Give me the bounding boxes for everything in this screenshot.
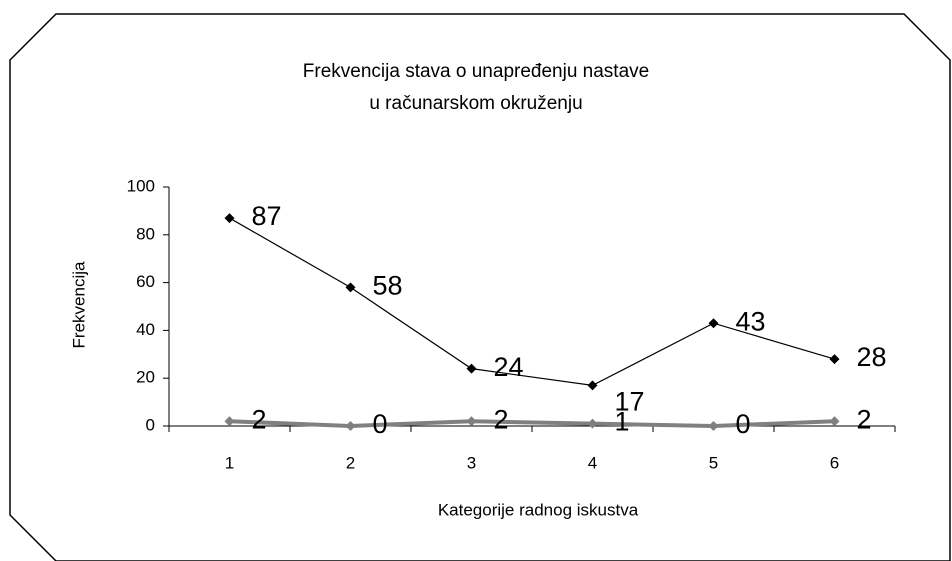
y-tick-label: 80 bbox=[136, 224, 155, 243]
data-point bbox=[345, 282, 356, 293]
x-axis-label: Kategorije radnog iskustva bbox=[438, 500, 639, 519]
data-point bbox=[224, 416, 235, 427]
series-line bbox=[229, 217, 835, 386]
y-tick-label: 40 bbox=[136, 320, 155, 339]
data-point bbox=[708, 318, 719, 329]
data-label: 0 bbox=[736, 409, 751, 439]
x-tick-label: 1 bbox=[225, 453, 234, 472]
data-label: 28 bbox=[857, 342, 887, 372]
data-point bbox=[224, 213, 235, 224]
x-tick-label: 3 bbox=[467, 453, 476, 472]
data-point bbox=[466, 416, 477, 427]
chart-title: Frekvencija stava o unapređenju nastave bbox=[303, 61, 649, 82]
data-point bbox=[587, 380, 598, 391]
data-label: 2 bbox=[494, 404, 509, 434]
data-label: 58 bbox=[373, 271, 403, 301]
data-point bbox=[829, 416, 840, 427]
series-line bbox=[229, 419, 835, 429]
data-label: 17 bbox=[615, 386, 645, 416]
data-label: 87 bbox=[252, 201, 282, 231]
data-label: 2 bbox=[252, 404, 267, 434]
data-point bbox=[466, 363, 477, 374]
data-point bbox=[345, 421, 356, 431]
y-tick-label: 60 bbox=[136, 272, 155, 291]
data-label: 43 bbox=[736, 306, 766, 336]
data-point bbox=[708, 421, 719, 431]
y-tick-label: 100 bbox=[127, 176, 155, 195]
x-tick-label: 5 bbox=[709, 453, 718, 472]
data-label: 24 bbox=[494, 352, 524, 382]
data-label: 0 bbox=[373, 409, 388, 439]
chart-title: u računarskom okruženju bbox=[369, 93, 582, 114]
y-tick-label: 0 bbox=[146, 415, 155, 434]
data-label: 2 bbox=[857, 404, 872, 434]
data-point bbox=[587, 418, 598, 429]
y-tick-label: 20 bbox=[136, 368, 155, 387]
x-tick-label: 6 bbox=[830, 453, 839, 472]
data-label: 1 bbox=[615, 407, 630, 437]
x-tick-label: 4 bbox=[588, 453, 597, 472]
y-axis-label: Frekvencija bbox=[69, 261, 88, 348]
data-point bbox=[829, 354, 840, 365]
x-tick-label: 2 bbox=[346, 453, 355, 472]
